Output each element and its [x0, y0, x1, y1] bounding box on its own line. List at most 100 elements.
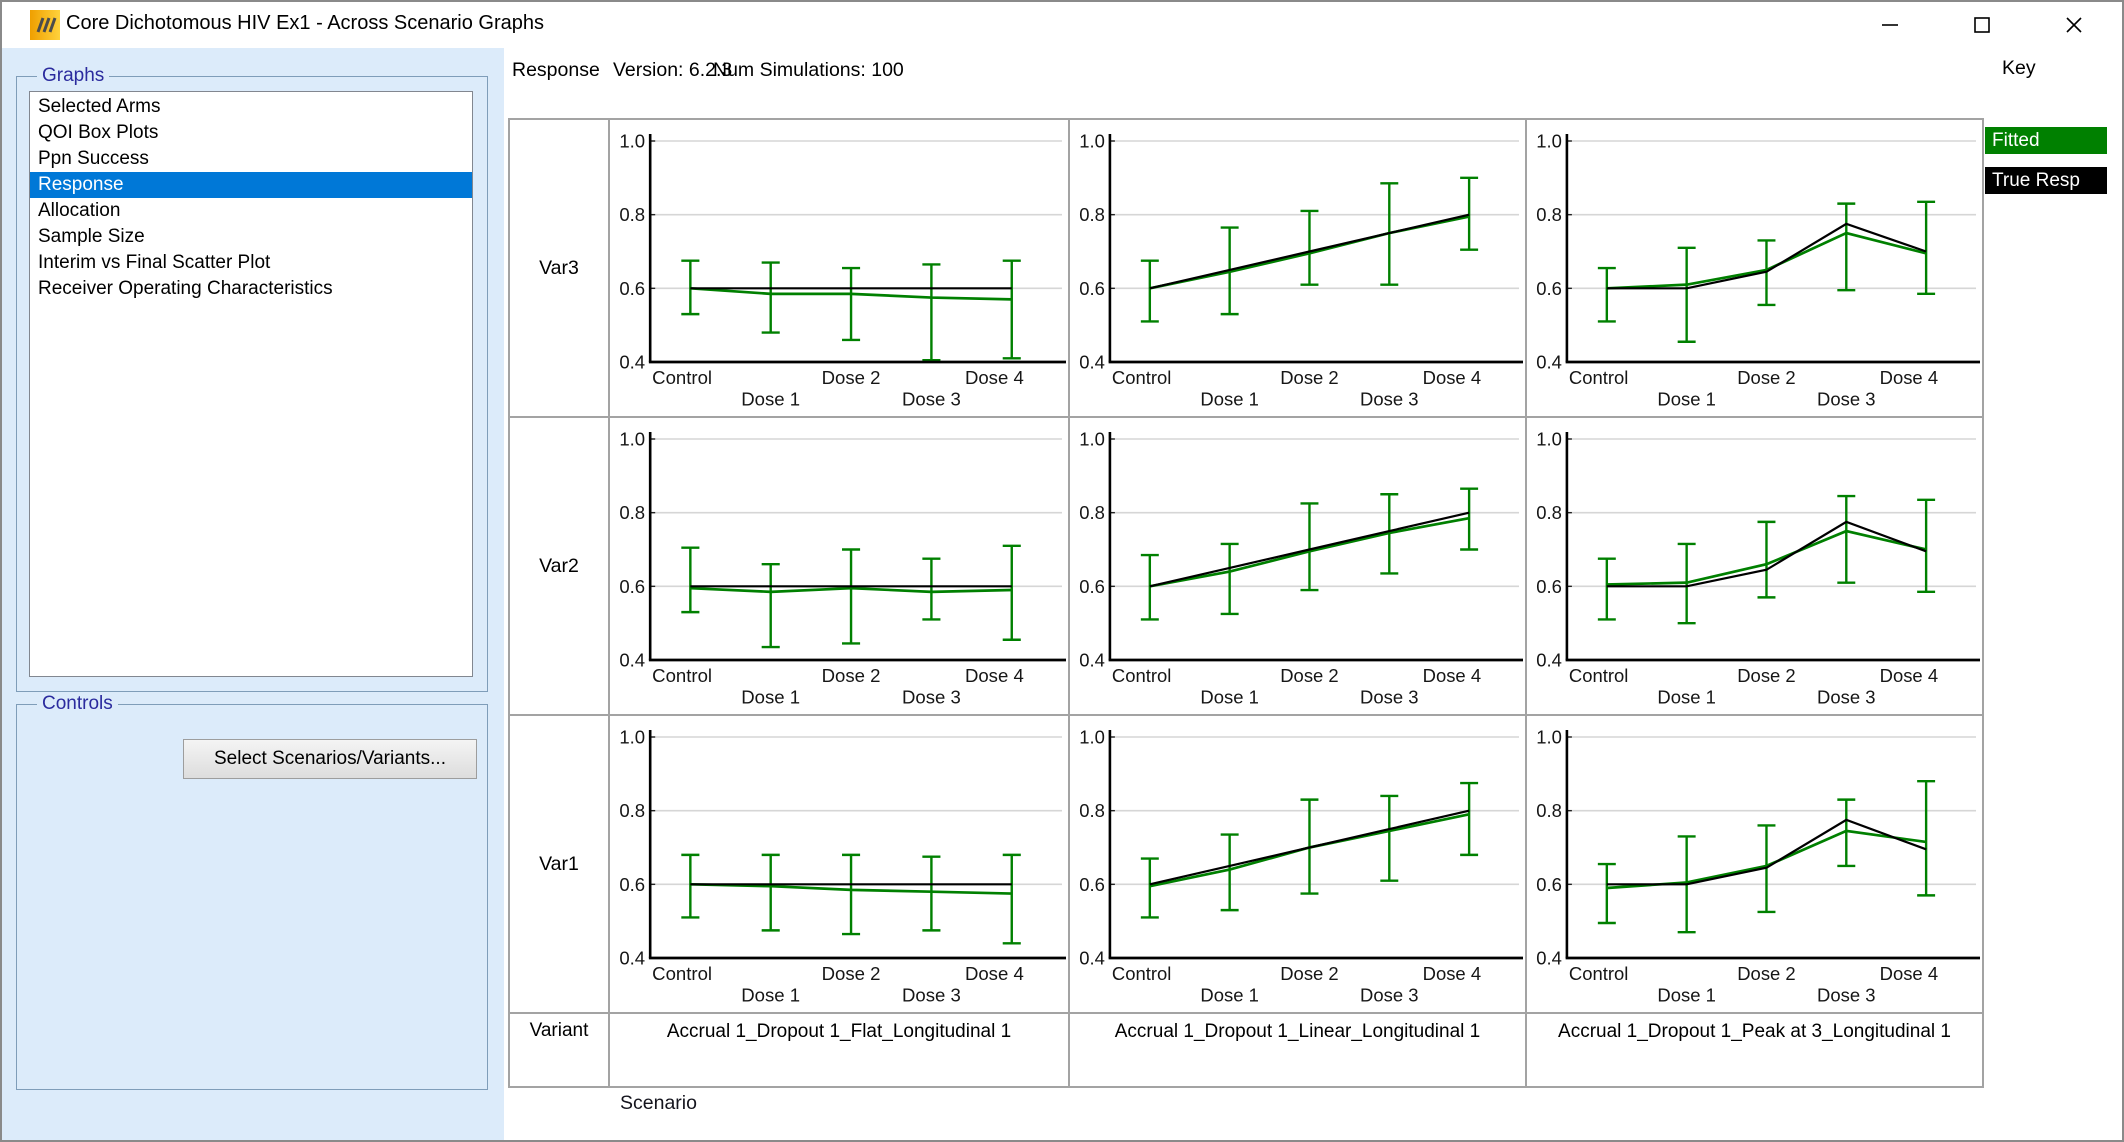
graphs-list-item-qoi-box-plots[interactable]: QOI Box Plots: [38, 122, 159, 143]
key-title: Key: [2002, 57, 2036, 79]
row-label-var2: Var2: [510, 418, 608, 714]
plot-var2-scenario-1: 0.4 0.6 0.8 1.0 Control Dose 2 Dose 4 Dose 1 Dos…: [610, 418, 1068, 714]
svg-text:0.4: 0.4: [1536, 351, 1562, 372]
svg-text:Dose 4: Dose 4: [965, 665, 1024, 686]
svg-text:Dose 2: Dose 2: [822, 367, 881, 388]
graphs-list-item-allocation[interactable]: Allocation: [38, 200, 121, 221]
svg-text:1.0: 1.0: [1536, 130, 1562, 151]
svg-text:0.6: 0.6: [1079, 278, 1105, 299]
svg-text:1.0: 1.0: [1079, 726, 1105, 747]
controls-groupbox: Controls Select Scenarios/Variants...: [16, 693, 488, 1090]
svg-text:Dose 4: Dose 4: [1880, 665, 1938, 686]
svg-text:Dose 1: Dose 1: [1657, 388, 1715, 409]
svg-text:Dose 3: Dose 3: [902, 389, 961, 410]
close-button[interactable]: [2042, 2, 2106, 48]
svg-text:0.8: 0.8: [1079, 502, 1105, 523]
row-label-var1: Var1: [510, 716, 608, 1012]
svg-text:Dose 1: Dose 1: [1657, 984, 1715, 1005]
plot-var1-scenario-3: 0.4 0.6 0.8 1.0 Control Dose 2 Dose 4 Dose 1 Dos…: [1527, 716, 1982, 1012]
svg-text:0.8: 0.8: [1536, 502, 1562, 523]
svg-text:0.4: 0.4: [1079, 351, 1105, 372]
plot-var3-scenario-3: 0.4 0.6 0.8 1.0 Control Dose 2 Dose 4 Dose 1 Dos…: [1527, 120, 1982, 416]
svg-text:1.0: 1.0: [619, 429, 645, 450]
maximize-button[interactable]: [1950, 2, 2014, 48]
svg-text:0.8: 0.8: [619, 204, 645, 225]
graphs-list-item-ppn-success[interactable]: Ppn Success: [38, 148, 149, 169]
svg-text:0.6: 0.6: [1536, 874, 1562, 895]
svg-text:1.0: 1.0: [1536, 428, 1562, 449]
close-icon: [2066, 17, 2082, 33]
variant-name-1: Accrual 1_Dropout 1_Flat_Longitudinal 1: [610, 1014, 1068, 1086]
svg-text:1.0: 1.0: [1536, 726, 1562, 747]
svg-text:Dose 2: Dose 2: [1280, 367, 1338, 388]
svg-text:0.8: 0.8: [1536, 204, 1562, 225]
svg-text:0.4: 0.4: [1536, 649, 1562, 670]
legend-fitted: Fitted: [1985, 127, 2107, 154]
svg-text:Control: Control: [1569, 665, 1628, 686]
svg-text:Control: Control: [652, 665, 712, 686]
graphs-list-item-receiver-operating-characteristics[interactable]: Receiver Operating Characteristics: [38, 278, 333, 299]
scenario-variant-grid: Var3 0.4 0.6 0.8 1.0 Control Dose 2 Dose 4 Dose …: [508, 118, 1984, 1088]
svg-text:Dose 1: Dose 1: [1200, 388, 1258, 409]
svg-text:Dose 3: Dose 3: [1817, 686, 1875, 707]
svg-text:0.6: 0.6: [619, 576, 645, 597]
svg-text:Dose 1: Dose 1: [1200, 686, 1258, 707]
graphs-list-item-response[interactable]: Response: [30, 172, 472, 198]
svg-text:1.0: 1.0: [619, 131, 645, 152]
plot-var2-scenario-2: 0.4 0.6 0.8 1.0 Control Dose 2 Dose 4 Dose 1 Dos…: [1070, 418, 1525, 714]
svg-text:Dose 3: Dose 3: [1360, 686, 1418, 707]
plot-var3-scenario-2: 0.4 0.6 0.8 1.0 Control Dose 2 Dose 4 Dose 1 Dos…: [1070, 120, 1525, 416]
left-panel: Graphs Selected Arms QOI Box Plots Ppn Suc…: [2, 48, 504, 1140]
version-label: Version: 6.2.3: [613, 59, 733, 81]
svg-text:0.4: 0.4: [1536, 947, 1562, 968]
title-bar: Core Dichotomous HIV Ex1 - Across Scenar…: [2, 2, 2122, 48]
svg-text:Control: Control: [652, 963, 712, 984]
svg-text:0.8: 0.8: [619, 502, 645, 523]
plot-var3-scenario-1: 0.4 0.6 0.8 1.0 Control Dose 2 Dose 4 Dose 1 Dos…: [610, 120, 1068, 416]
svg-text:0.8: 0.8: [1079, 204, 1105, 225]
svg-text:0.6: 0.6: [1536, 576, 1562, 597]
scenario-axis-label: Scenario: [620, 1092, 697, 1114]
svg-text:Control: Control: [1112, 963, 1171, 984]
svg-text:0.4: 0.4: [619, 650, 645, 671]
svg-text:Dose 2: Dose 2: [1280, 963, 1338, 984]
svg-text:Dose 1: Dose 1: [1657, 686, 1715, 707]
graphs-list-item-interim-vs-final-scatter-plot[interactable]: Interim vs Final Scatter Plot: [38, 252, 271, 273]
minimize-button[interactable]: [1858, 2, 1922, 48]
svg-text:0.4: 0.4: [619, 948, 645, 969]
svg-text:Control: Control: [652, 367, 712, 388]
svg-text:1.0: 1.0: [1079, 428, 1105, 449]
select-scenarios-variants-button[interactable]: Select Scenarios/Variants...: [183, 739, 477, 779]
plot-var1-scenario-2: 0.4 0.6 0.8 1.0 Control Dose 2 Dose 4 Dose 1 Dos…: [1070, 716, 1525, 1012]
minimize-icon: [1882, 24, 1898, 26]
svg-text:Dose 2: Dose 2: [1737, 963, 1795, 984]
svg-text:Control: Control: [1112, 665, 1171, 686]
maximize-icon: [1974, 17, 1990, 33]
svg-text:Dose 1: Dose 1: [741, 687, 800, 708]
svg-text:Dose 4: Dose 4: [1880, 367, 1938, 388]
plot-var1-scenario-1: 0.4 0.6 0.8 1.0 Control Dose 2 Dose 4 Dose 1 Dos…: [610, 716, 1068, 1012]
svg-text:Dose 4: Dose 4: [1880, 963, 1938, 984]
variant-header: Variant: [510, 1014, 608, 1086]
graphs-listbox[interactable]: Selected Arms QOI Box Plots Ppn Success Res…: [29, 91, 473, 677]
svg-text:Dose 4: Dose 4: [965, 963, 1024, 984]
svg-text:0.8: 0.8: [1079, 800, 1105, 821]
svg-text:0.6: 0.6: [1536, 278, 1562, 299]
variant-name-2: Accrual 1_Dropout 1_Linear_Longitudinal …: [1070, 1014, 1525, 1086]
graphs-list-item-selected-arms[interactable]: Selected Arms: [38, 96, 161, 117]
svg-text:Dose 2: Dose 2: [822, 963, 881, 984]
svg-text:Control: Control: [1569, 367, 1628, 388]
svg-text:Dose 2: Dose 2: [822, 665, 881, 686]
svg-text:Dose 3: Dose 3: [1360, 388, 1418, 409]
svg-text:0.6: 0.6: [1079, 576, 1105, 597]
svg-text:Dose 4: Dose 4: [1423, 665, 1481, 686]
svg-text:0.6: 0.6: [619, 874, 645, 895]
app-icon: [30, 10, 60, 40]
graphs-list-item-sample-size[interactable]: Sample Size: [38, 226, 145, 247]
graph-name-label: Response: [512, 59, 600, 81]
svg-text:1.0: 1.0: [1079, 130, 1105, 151]
svg-text:0.6: 0.6: [1079, 874, 1105, 895]
graphs-groupbox: Graphs Selected Arms QOI Box Plots Ppn Suc…: [16, 65, 488, 692]
variant-name-3: Accrual 1_Dropout 1_Peak at 3_Longitudin…: [1527, 1014, 1982, 1086]
